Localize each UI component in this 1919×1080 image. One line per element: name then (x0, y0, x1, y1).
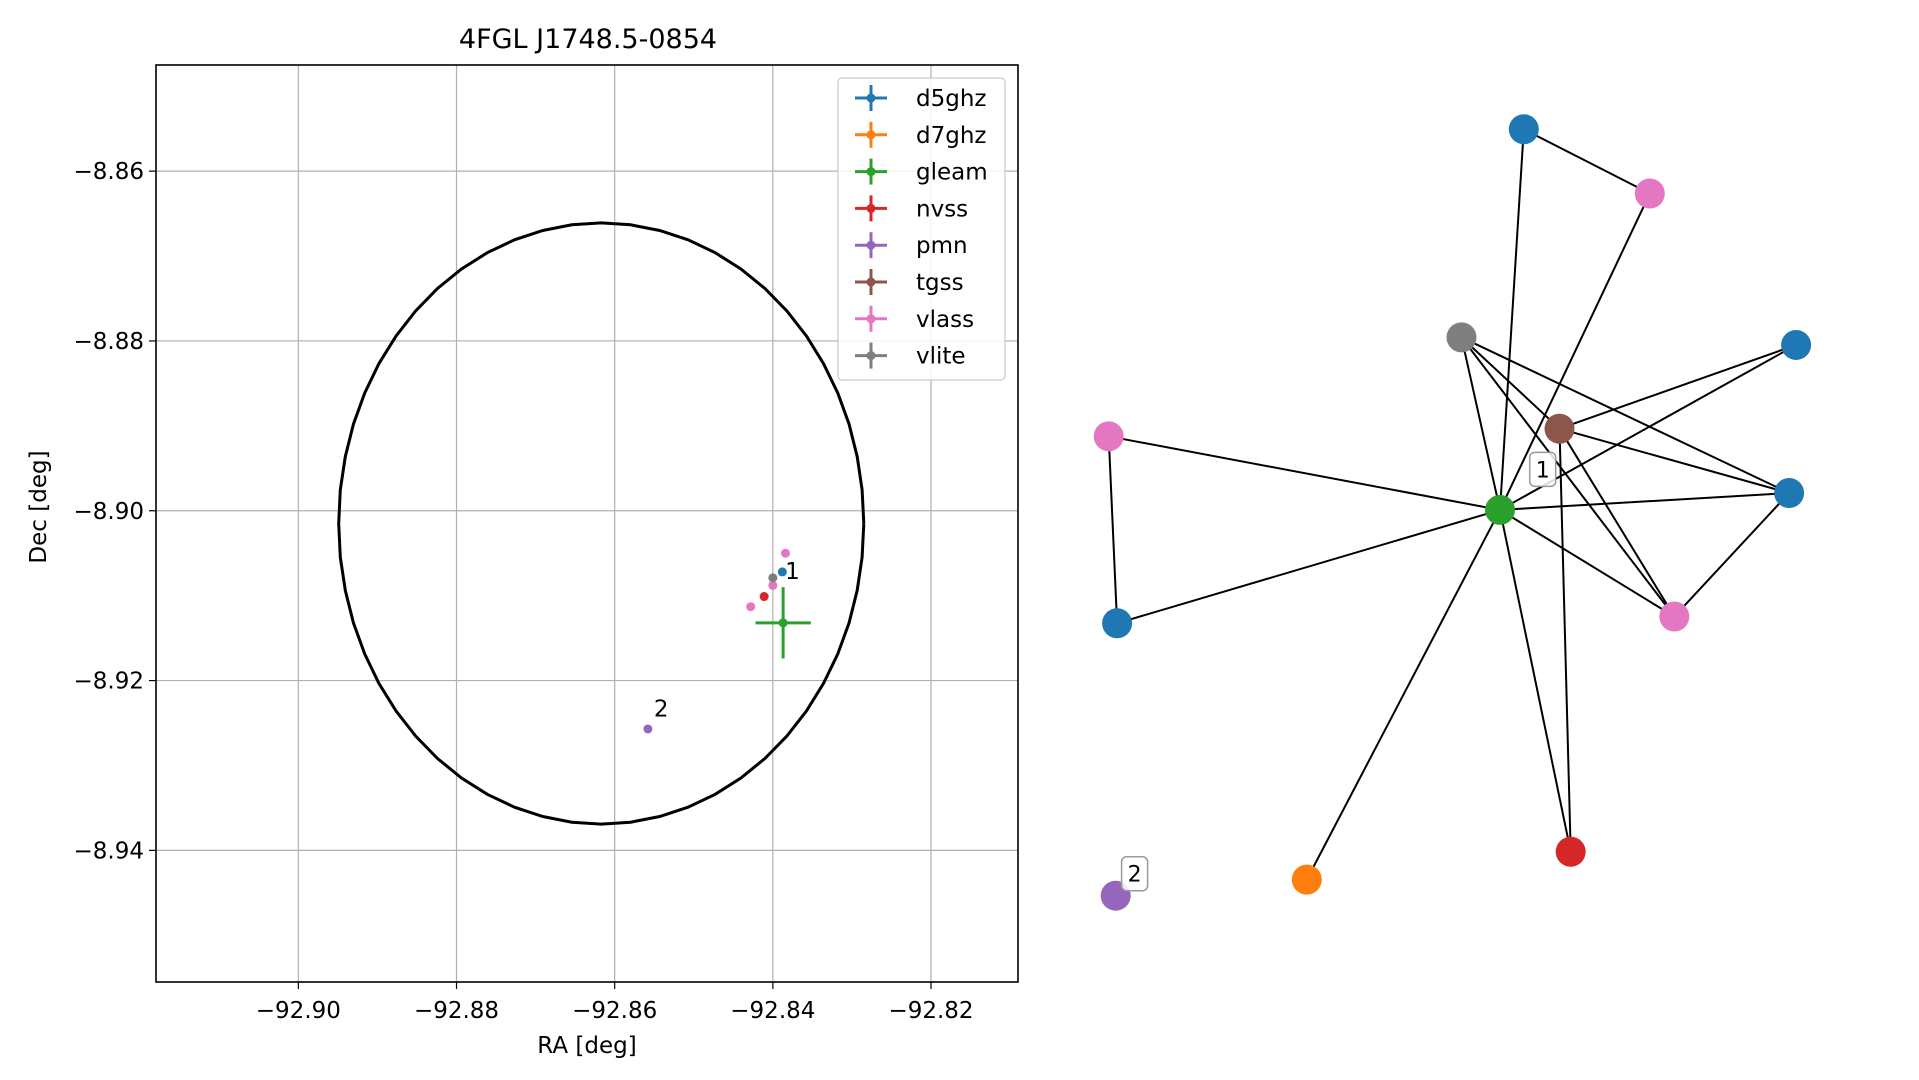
annotation-label: 1 (785, 559, 800, 585)
source-annotations: 12 (654, 559, 800, 723)
y-tick-label: −8.88 (74, 329, 144, 355)
network-graph: 12 (1093, 114, 1812, 911)
ellipse-outline (337, 221, 866, 826)
network-node-d5ghz (1102, 608, 1133, 639)
network-edge (1558, 428, 1676, 618)
legend-marker-dot (866, 314, 876, 324)
network-node-vlite (1446, 322, 1477, 353)
network-edge (1305, 509, 1501, 881)
network-edge (1499, 129, 1525, 510)
vlite-point (768, 573, 778, 583)
legend-marker-dot (866, 277, 876, 287)
network-node-vlass (1634, 178, 1665, 209)
network-edge (1559, 427, 1790, 494)
gleam-point (778, 618, 788, 628)
x-tick-label: −92.84 (730, 998, 815, 1024)
network-edge (1460, 336, 1561, 430)
grid-lines (156, 65, 1018, 982)
network-node-vlass (1093, 421, 1124, 452)
x-axis-label: RA [deg] (537, 1033, 636, 1059)
y-axis-label: Dec [deg] (26, 450, 52, 563)
network-labels: 12 (1120, 451, 1557, 892)
legend-label: gleam (916, 160, 988, 186)
plot-title: 4FGL J1748.5-0854 (459, 24, 717, 55)
axes-frame (155, 64, 1019, 983)
confidence-ellipse (337, 221, 866, 826)
y-tick-label: −8.86 (74, 159, 144, 185)
legend-marker-dot (866, 130, 876, 140)
legend-label: d5ghz (916, 86, 986, 112)
network-node-d5ghz (1781, 329, 1812, 360)
legend-marker-dot (866, 167, 876, 177)
y-tick-label: −8.92 (74, 669, 144, 695)
data-points (643, 548, 811, 734)
pmn-point (643, 724, 653, 734)
legend-label: vlass (916, 307, 974, 333)
network-edge (1523, 128, 1651, 195)
network-node-nvss (1555, 836, 1586, 867)
network-edge (1559, 344, 1797, 430)
network-edges (1107, 128, 1797, 881)
vlass-point (768, 580, 778, 590)
network-edge (1673, 492, 1790, 618)
network-edge (1461, 336, 1790, 494)
x-tick-label: −92.82 (888, 998, 973, 1024)
legend: d5ghz d7ghz gleam nvss pmn tgss vlass vlite (837, 77, 1006, 381)
sky-plot: 4FGL J1748.5-0854 12 −92.90 −92.88 −92.86−… (26, 24, 1019, 1059)
network-node-d5ghz (1508, 114, 1539, 145)
vlass-point (746, 602, 756, 612)
network-edge (1499, 492, 1790, 511)
network-label: 2 (1128, 863, 1142, 888)
legend-marker-dot (866, 93, 876, 103)
network-node-d7ghz (1291, 864, 1322, 895)
x-tick-label: −92.88 (414, 998, 499, 1024)
network-edge (1116, 508, 1501, 625)
y-tick-label: −8.90 (74, 499, 144, 525)
annotation-label: 2 (654, 697, 669, 723)
nvss-point (759, 592, 769, 602)
legend-box (837, 77, 1006, 381)
legend-label: vlite (916, 344, 966, 370)
network-edge (1460, 336, 1676, 618)
network-node-d5ghz (1774, 478, 1805, 509)
axis-ticks: −92.90 −92.88 −92.86 −92.84 −92.82 −8.86 −8.88… (74, 159, 974, 1024)
legend-label: pmn (916, 233, 968, 259)
network-node-gleam (1485, 494, 1515, 525)
legend-label: nvss (916, 196, 968, 222)
legend-label: tgss (916, 270, 964, 296)
network-node-vlass (1659, 601, 1690, 632)
network-edge (1499, 509, 1572, 852)
network-label-box (1528, 451, 1557, 488)
network-edge (1460, 337, 1501, 511)
legend-label: d7ghz (916, 123, 986, 149)
network-node-tgss (1544, 413, 1575, 444)
d5ghz-point (777, 567, 787, 577)
network-nodes (1093, 114, 1812, 911)
network-label-box (1120, 855, 1149, 892)
x-tick-label: −92.86 (572, 998, 657, 1024)
network-edge (1499, 193, 1651, 511)
legend-marker-dot (866, 240, 876, 250)
legend-marker-dot (866, 203, 876, 213)
network-edge (1107, 436, 1119, 624)
legend-marker-dot (866, 351, 876, 361)
vlass-point (780, 548, 790, 558)
network-label: 1 (1536, 458, 1550, 483)
network-edge (1558, 428, 1572, 852)
network-edge (1499, 509, 1675, 618)
y-tick-label: −8.94 (74, 838, 144, 864)
x-tick-label: −92.90 (256, 998, 341, 1024)
network-edge (1108, 435, 1501, 511)
